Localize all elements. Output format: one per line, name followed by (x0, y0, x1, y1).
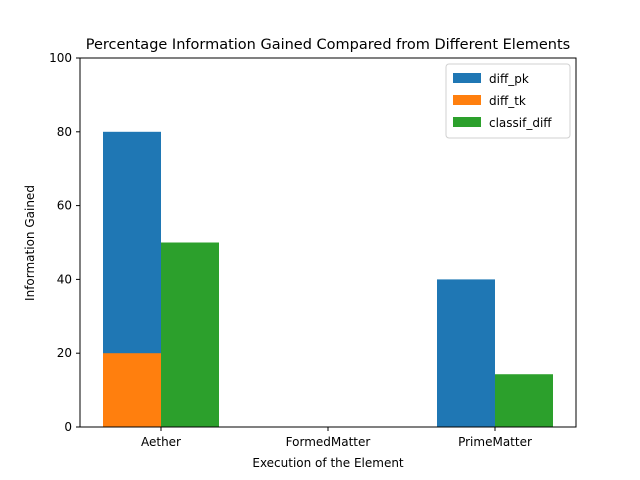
legend-swatch-diff_pk (453, 73, 481, 83)
legend-label-diff_tk: diff_tk (489, 94, 526, 108)
legend-swatch-diff_tk (453, 95, 481, 105)
chart-title: Percentage Information Gained Compared f… (86, 37, 570, 53)
y-tick-label: 60 (57, 199, 72, 213)
bar-diff_tk-Aether (103, 353, 161, 427)
y-tick-label: 20 (57, 346, 72, 360)
y-tick-label: 0 (64, 420, 72, 434)
legend-label-diff_pk: diff_pk (489, 72, 529, 86)
bar-diff_pk-PrimeMatter (437, 279, 495, 427)
legend-swatch-classif_diff (453, 117, 481, 127)
bar-classif_diff-Aether (161, 242, 219, 427)
legend-label-classif_diff: classif_diff (489, 116, 552, 130)
y-tick-label: 80 (57, 125, 72, 139)
x-axis-label: Execution of the Element (252, 456, 404, 470)
y-tick-label: 40 (57, 272, 72, 286)
plot-area: 0 20 40 60 80 100 (49, 51, 577, 434)
legend: diff_pk diff_tk classif_diff (445, 63, 571, 139)
x-tick-label: FormedMatter (286, 435, 371, 449)
x-tick-label: Aether (141, 435, 181, 449)
y-axis-label: Information Gained (23, 185, 37, 301)
bar-classif_diff-PrimeMatter (495, 374, 553, 427)
y-tick-label: 100 (49, 51, 72, 65)
x-tick-label: PrimeMatter (458, 435, 532, 449)
